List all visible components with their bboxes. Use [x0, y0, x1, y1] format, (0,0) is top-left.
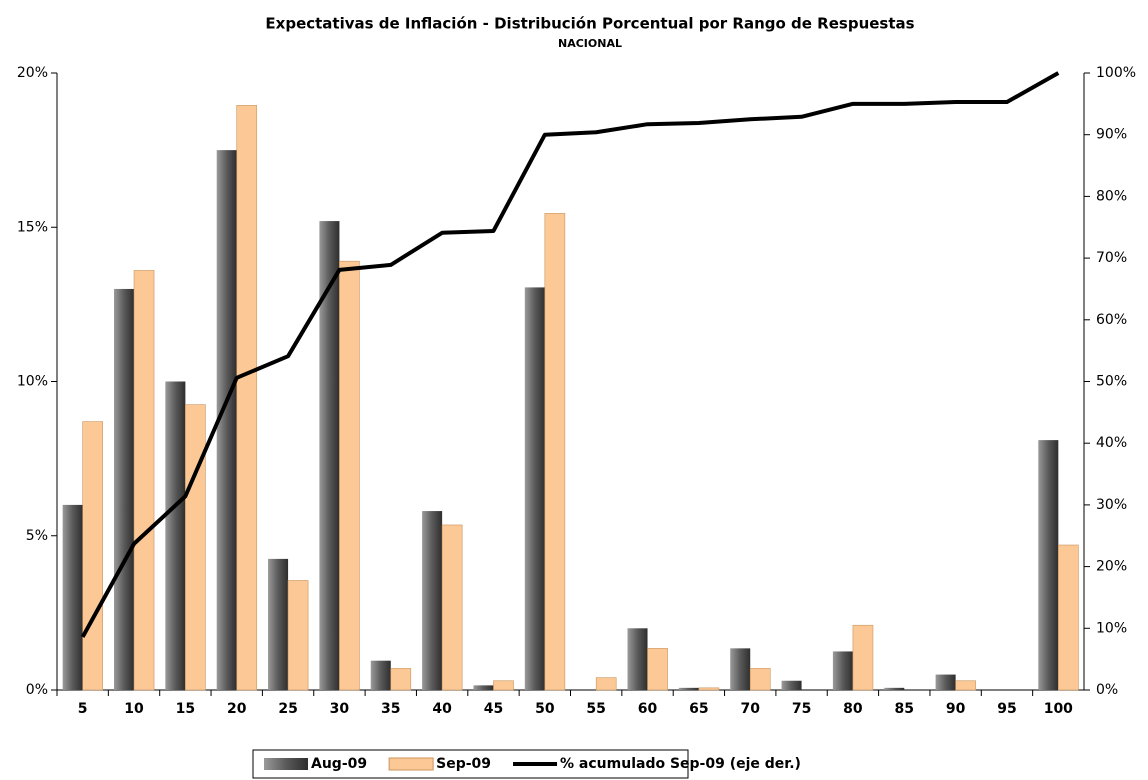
y-tick-label: 0% — [26, 682, 48, 698]
bar — [832, 651, 853, 690]
cumulative-line — [80, 71, 1060, 638]
bar — [595, 677, 617, 691]
chart-subtitle: NACIONAL — [558, 37, 622, 50]
bar — [524, 287, 545, 690]
x-tick-label: 10 — [124, 701, 144, 717]
legend-box — [252, 749, 689, 779]
bar — [82, 421, 104, 691]
bar — [339, 260, 360, 691]
x-tick-label: 80 — [843, 701, 863, 717]
y-tick-label: 5% — [26, 528, 48, 544]
x-tick-label: 95 — [997, 701, 1016, 717]
x-tick-label: 30 — [330, 701, 350, 717]
y2-tick-label: 40% — [1096, 435, 1127, 451]
x-tick-label: 40 — [432, 701, 452, 717]
bar — [955, 680, 976, 691]
x-tick-label: 25 — [278, 701, 297, 717]
bar — [268, 558, 289, 690]
y2-tick-label: 90% — [1096, 127, 1127, 143]
legend-swatch — [264, 758, 308, 770]
y2-tick-label: 70% — [1096, 250, 1127, 266]
bar — [236, 105, 258, 691]
bar — [627, 628, 648, 690]
bar — [730, 648, 751, 690]
legend: Aug-09 Sep-09 % acumulado Sep-09 (eje der.… — [252, 749, 801, 779]
legend-swatch — [388, 757, 434, 771]
x-tick-label: 100 — [1044, 701, 1073, 717]
x-tick-label: 60 — [638, 701, 658, 717]
bar — [422, 511, 443, 690]
bar — [133, 270, 155, 691]
chart-title: Expectativas de Inflación - Distribución… — [265, 15, 914, 33]
bar — [113, 288, 135, 690]
x-tick-label: 5 — [78, 701, 88, 717]
bar — [319, 221, 340, 690]
y2-tick-label: 30% — [1096, 497, 1127, 513]
bar — [781, 680, 802, 690]
x-tick-label: 75 — [792, 701, 811, 717]
legend-label: Aug-09 — [311, 756, 367, 772]
bar — [678, 687, 699, 690]
x-tick-label: 55 — [586, 701, 605, 717]
x-tick-label: 45 — [484, 701, 503, 717]
bar — [647, 648, 668, 691]
y2-tick-label: 20% — [1096, 559, 1127, 575]
x-tick-label: 50 — [535, 701, 555, 717]
y2-tick-label: 10% — [1096, 620, 1127, 636]
bar — [884, 687, 905, 690]
x-tick-label: 85 — [895, 701, 914, 717]
bar — [493, 680, 514, 691]
bar — [390, 668, 412, 691]
y-tick-label: 20% — [17, 65, 48, 81]
bar — [1058, 544, 1079, 691]
y2-tick-label: 0% — [1096, 682, 1118, 698]
bar — [62, 504, 83, 690]
bar — [1038, 440, 1059, 690]
y-tick-label: 10% — [17, 374, 48, 390]
bar — [473, 685, 494, 690]
x-tick-label: 35 — [381, 701, 400, 717]
y-tick-label: 15% — [17, 219, 48, 235]
bar — [852, 624, 874, 691]
x-tick-label: 20 — [227, 701, 247, 717]
legend-label: Sep-09 — [436, 756, 491, 772]
bar — [749, 668, 771, 691]
y2-tick-label: 100% — [1096, 65, 1136, 81]
y2-tick-label: 60% — [1096, 312, 1127, 328]
bar — [165, 381, 186, 690]
x-tick-label: 70 — [740, 701, 760, 717]
bar — [698, 687, 720, 691]
x-tick-label: 65 — [689, 701, 708, 717]
x-tick-label: 15 — [176, 701, 195, 717]
bar — [287, 580, 309, 691]
y2-tick-label: 80% — [1096, 188, 1127, 204]
bar — [544, 213, 566, 691]
bar — [370, 660, 391, 690]
bar — [216, 150, 237, 690]
bar — [441, 524, 463, 691]
bar — [935, 674, 956, 690]
legend-label: % acumulado Sep-09 (eje der.) — [560, 756, 801, 772]
y2-tick-label: 50% — [1096, 374, 1127, 390]
x-tick-label: 90 — [946, 701, 966, 717]
bar — [185, 404, 206, 691]
